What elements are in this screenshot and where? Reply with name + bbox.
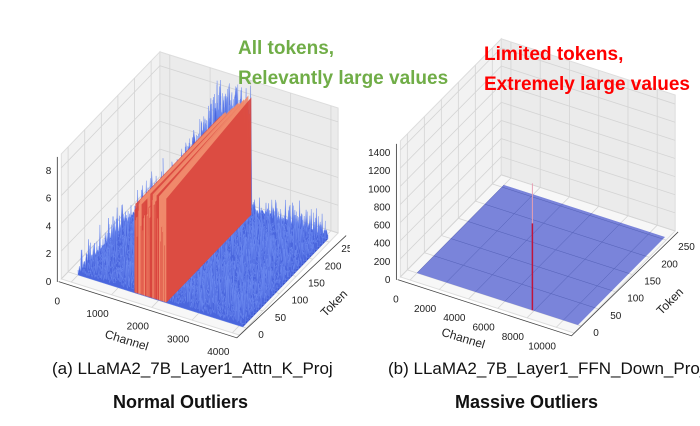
x-tick-label: 10000 <box>528 342 556 353</box>
z-tick-label: 200 <box>374 257 391 268</box>
gridline <box>400 138 676 241</box>
z-tick-label: 0 <box>385 275 391 286</box>
gridline <box>61 120 339 224</box>
gridline <box>406 133 582 327</box>
x-tick-label: 2000 <box>414 304 437 315</box>
annotation-line: Limited tokens, <box>484 44 624 65</box>
z-tick-label: 4 <box>46 221 52 232</box>
surface-gridline <box>416 184 505 274</box>
z-tick-label: 6 <box>46 194 52 205</box>
z-tick-label: 8 <box>46 166 52 177</box>
surface-gridline <box>484 204 647 257</box>
z-tick-label: 1200 <box>368 166 391 177</box>
y-tick-label: 150 <box>644 276 661 287</box>
surface-gridline <box>501 186 664 240</box>
y-tick-label: 100 <box>292 296 309 307</box>
gridline <box>400 47 676 151</box>
floor-axes <box>397 231 679 337</box>
x-tick-label: 4000 <box>443 313 466 324</box>
y-tick-label: 100 <box>627 294 644 305</box>
y-tick-label: 250 <box>341 244 350 255</box>
gridline <box>61 93 339 196</box>
z-tick-label: 0 <box>46 277 52 288</box>
surface-gridline <box>433 255 596 309</box>
z-tick-label: 1400 <box>368 148 391 159</box>
floor-axes <box>58 235 347 339</box>
outlier-spike <box>166 97 252 303</box>
z-tick-label: 400 <box>374 239 391 250</box>
y-axis-label: Token <box>654 285 687 318</box>
surface-gridline <box>563 232 651 321</box>
y-tick-label: 0 <box>593 328 599 339</box>
gridline <box>400 174 676 278</box>
plot-massive-outliers: 0200400600800100012001400020004000600080… <box>368 37 695 353</box>
caption-right: (b) LLaMA2_7B_Layer1_FFN_Down_Proj <box>388 359 700 378</box>
gridline <box>400 101 676 205</box>
surface-gridline <box>475 203 563 293</box>
x-tick-label: 8000 <box>502 332 525 343</box>
annotation-line: Extremely large values <box>484 74 690 95</box>
z-tick-label: 2 <box>46 249 52 260</box>
z-tick-label: 1000 <box>368 184 391 195</box>
surface-gridline <box>450 238 613 291</box>
annotation-limited-tokens: Limited tokens, Extremely large values <box>484 40 690 100</box>
gridline <box>400 65 676 169</box>
surface-gridline <box>467 221 630 274</box>
annotation-line: All tokens, <box>238 38 335 59</box>
z-tick-label: 600 <box>374 221 391 232</box>
x-tick-label: 3000 <box>167 334 190 345</box>
annotation-all-tokens: All tokens, Relevantly large values <box>238 34 448 94</box>
title-massive-outliers: Massive Outliers <box>455 392 599 412</box>
y-tick-label: 200 <box>325 261 342 272</box>
surface-gridline <box>504 213 592 302</box>
surface-gridline <box>446 194 534 283</box>
gridline <box>400 156 676 260</box>
y-tick-label: 250 <box>678 242 695 253</box>
x-tick-label: 6000 <box>472 323 495 334</box>
x-tick-label: 4000 <box>207 347 230 358</box>
caption-left: (a) LLaMA2_7B_Layer1_Attn_K_Proj <box>52 359 333 378</box>
x-tick-label: 1000 <box>86 309 109 320</box>
gridline <box>61 148 339 252</box>
x-tick-label: 0 <box>54 296 60 307</box>
x-tick-label: 2000 <box>127 322 150 333</box>
gridline <box>400 119 676 223</box>
y-tick-label: 150 <box>308 278 325 289</box>
surface-plane <box>417 185 665 325</box>
gridline <box>400 83 676 187</box>
x-tick-label: 0 <box>393 294 399 305</box>
y-tick-label: 50 <box>610 311 622 322</box>
surface-gridline <box>533 222 622 311</box>
title-normal-outliers: Normal Outliers <box>113 392 249 412</box>
annotation-line: Relevantly large values <box>238 68 449 89</box>
z-tick-label: 800 <box>374 202 391 213</box>
y-tick-label: 50 <box>275 313 287 324</box>
plot-normal-outliers: 0246801000200030004000050100150200250Cha… <box>46 50 350 358</box>
y-tick-label: 200 <box>661 259 678 270</box>
gridline <box>61 65 339 169</box>
y-tick-label: 0 <box>258 330 264 341</box>
